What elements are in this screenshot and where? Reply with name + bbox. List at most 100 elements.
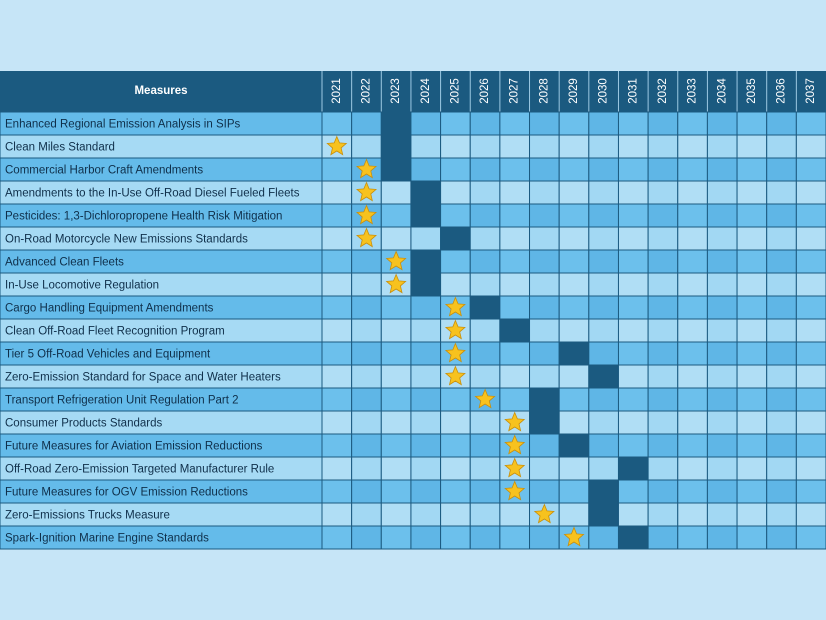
measure-name: Future Measures for Aviation Emission Re… bbox=[5, 441, 263, 453]
year-cell bbox=[617, 479, 649, 504]
year-cell bbox=[558, 272, 590, 297]
year-cell bbox=[529, 249, 560, 274]
milestone-cell bbox=[410, 249, 442, 274]
year-cell bbox=[647, 410, 679, 435]
star bbox=[533, 503, 555, 524]
year-cell bbox=[410, 525, 442, 550]
year-cell bbox=[736, 180, 768, 205]
year-cell bbox=[440, 272, 471, 297]
year-cell bbox=[499, 226, 531, 251]
year-cell bbox=[795, 226, 826, 251]
year-cell bbox=[410, 502, 442, 527]
year-cell bbox=[321, 341, 353, 366]
year-cell bbox=[499, 134, 531, 159]
year-cell bbox=[588, 525, 619, 550]
year-cell bbox=[499, 295, 531, 320]
year-cell bbox=[469, 111, 501, 136]
year-cell bbox=[410, 295, 442, 320]
year-cell bbox=[469, 433, 501, 458]
star bbox=[356, 181, 377, 202]
year-cell bbox=[736, 410, 768, 435]
year-cell bbox=[736, 134, 768, 159]
year-cell bbox=[558, 226, 590, 251]
year-cell bbox=[351, 134, 382, 159]
year-cell bbox=[529, 295, 560, 320]
year-label: 2029 bbox=[568, 78, 580, 104]
year-label: 2034 bbox=[716, 78, 728, 104]
year-cell bbox=[706, 111, 738, 136]
year-cell bbox=[440, 525, 471, 550]
year-cell bbox=[410, 341, 442, 366]
year-cell bbox=[766, 295, 797, 320]
year-label: 2024 bbox=[420, 78, 432, 104]
year-cell bbox=[795, 456, 826, 481]
year-label: 2021 bbox=[331, 78, 343, 104]
year-cell bbox=[529, 203, 560, 228]
year-cell bbox=[736, 249, 768, 274]
year-cell bbox=[380, 525, 412, 550]
year-cell bbox=[706, 134, 738, 159]
year-label: 2032 bbox=[657, 78, 669, 104]
year-cell bbox=[410, 226, 442, 251]
year-cell bbox=[647, 272, 679, 297]
year-cell bbox=[677, 249, 708, 274]
measure-name: In-Use Locomotive Regulation bbox=[5, 280, 159, 292]
year-cell bbox=[766, 226, 797, 251]
year-cell bbox=[469, 525, 501, 550]
year-cell bbox=[558, 364, 590, 389]
year-cell bbox=[351, 502, 382, 527]
year-cell bbox=[469, 157, 501, 182]
measure-name: Tier 5 Off-Road Vehicles and Equipment bbox=[5, 349, 211, 361]
year-cell bbox=[795, 502, 826, 527]
year-cell bbox=[588, 180, 619, 205]
year-cell bbox=[499, 341, 531, 366]
year-cell bbox=[677, 318, 708, 343]
milestone-cell bbox=[617, 456, 649, 481]
year-cell bbox=[410, 134, 442, 159]
year-cell bbox=[736, 525, 768, 550]
year-cell bbox=[440, 456, 471, 481]
year-cell bbox=[706, 157, 738, 182]
star bbox=[356, 227, 377, 248]
year-cell bbox=[795, 157, 826, 182]
year-cell bbox=[736, 502, 768, 527]
year-cell bbox=[499, 364, 531, 389]
year-cell bbox=[736, 387, 768, 412]
year-cell bbox=[321, 410, 353, 435]
measure-name: Commercial Harbor Craft Amendments bbox=[5, 165, 203, 177]
year-cell bbox=[351, 341, 382, 366]
year-cell bbox=[440, 134, 471, 159]
year-cell bbox=[380, 456, 412, 481]
year-cell bbox=[321, 318, 353, 343]
year-cell bbox=[440, 479, 471, 504]
year-cell bbox=[410, 479, 442, 504]
year-cell bbox=[321, 479, 353, 504]
year-cell bbox=[321, 111, 353, 136]
year-cell bbox=[529, 364, 560, 389]
year-cell bbox=[440, 502, 471, 527]
year-label: 2033 bbox=[687, 78, 699, 104]
year-cell bbox=[380, 433, 412, 458]
year-cell bbox=[410, 433, 442, 458]
year-cell bbox=[706, 272, 738, 297]
year-cell bbox=[706, 433, 738, 458]
star bbox=[385, 273, 407, 294]
year-cell bbox=[677, 410, 708, 435]
year-cell bbox=[706, 410, 738, 435]
year-cell bbox=[588, 134, 619, 159]
year-cell bbox=[351, 479, 382, 504]
year-cell bbox=[647, 456, 679, 481]
year-label: 2037 bbox=[805, 78, 817, 104]
year-cell bbox=[351, 111, 382, 136]
year-label: 2022 bbox=[361, 78, 373, 104]
milestone-cell bbox=[558, 341, 590, 366]
year-cell bbox=[558, 456, 590, 481]
year-cell bbox=[617, 134, 649, 159]
year-cell bbox=[677, 134, 708, 159]
year-cell bbox=[588, 456, 619, 481]
year-cell bbox=[736, 318, 768, 343]
year-cell bbox=[469, 249, 501, 274]
year-cell bbox=[558, 410, 590, 435]
year-cell bbox=[766, 479, 797, 504]
star bbox=[385, 250, 407, 271]
